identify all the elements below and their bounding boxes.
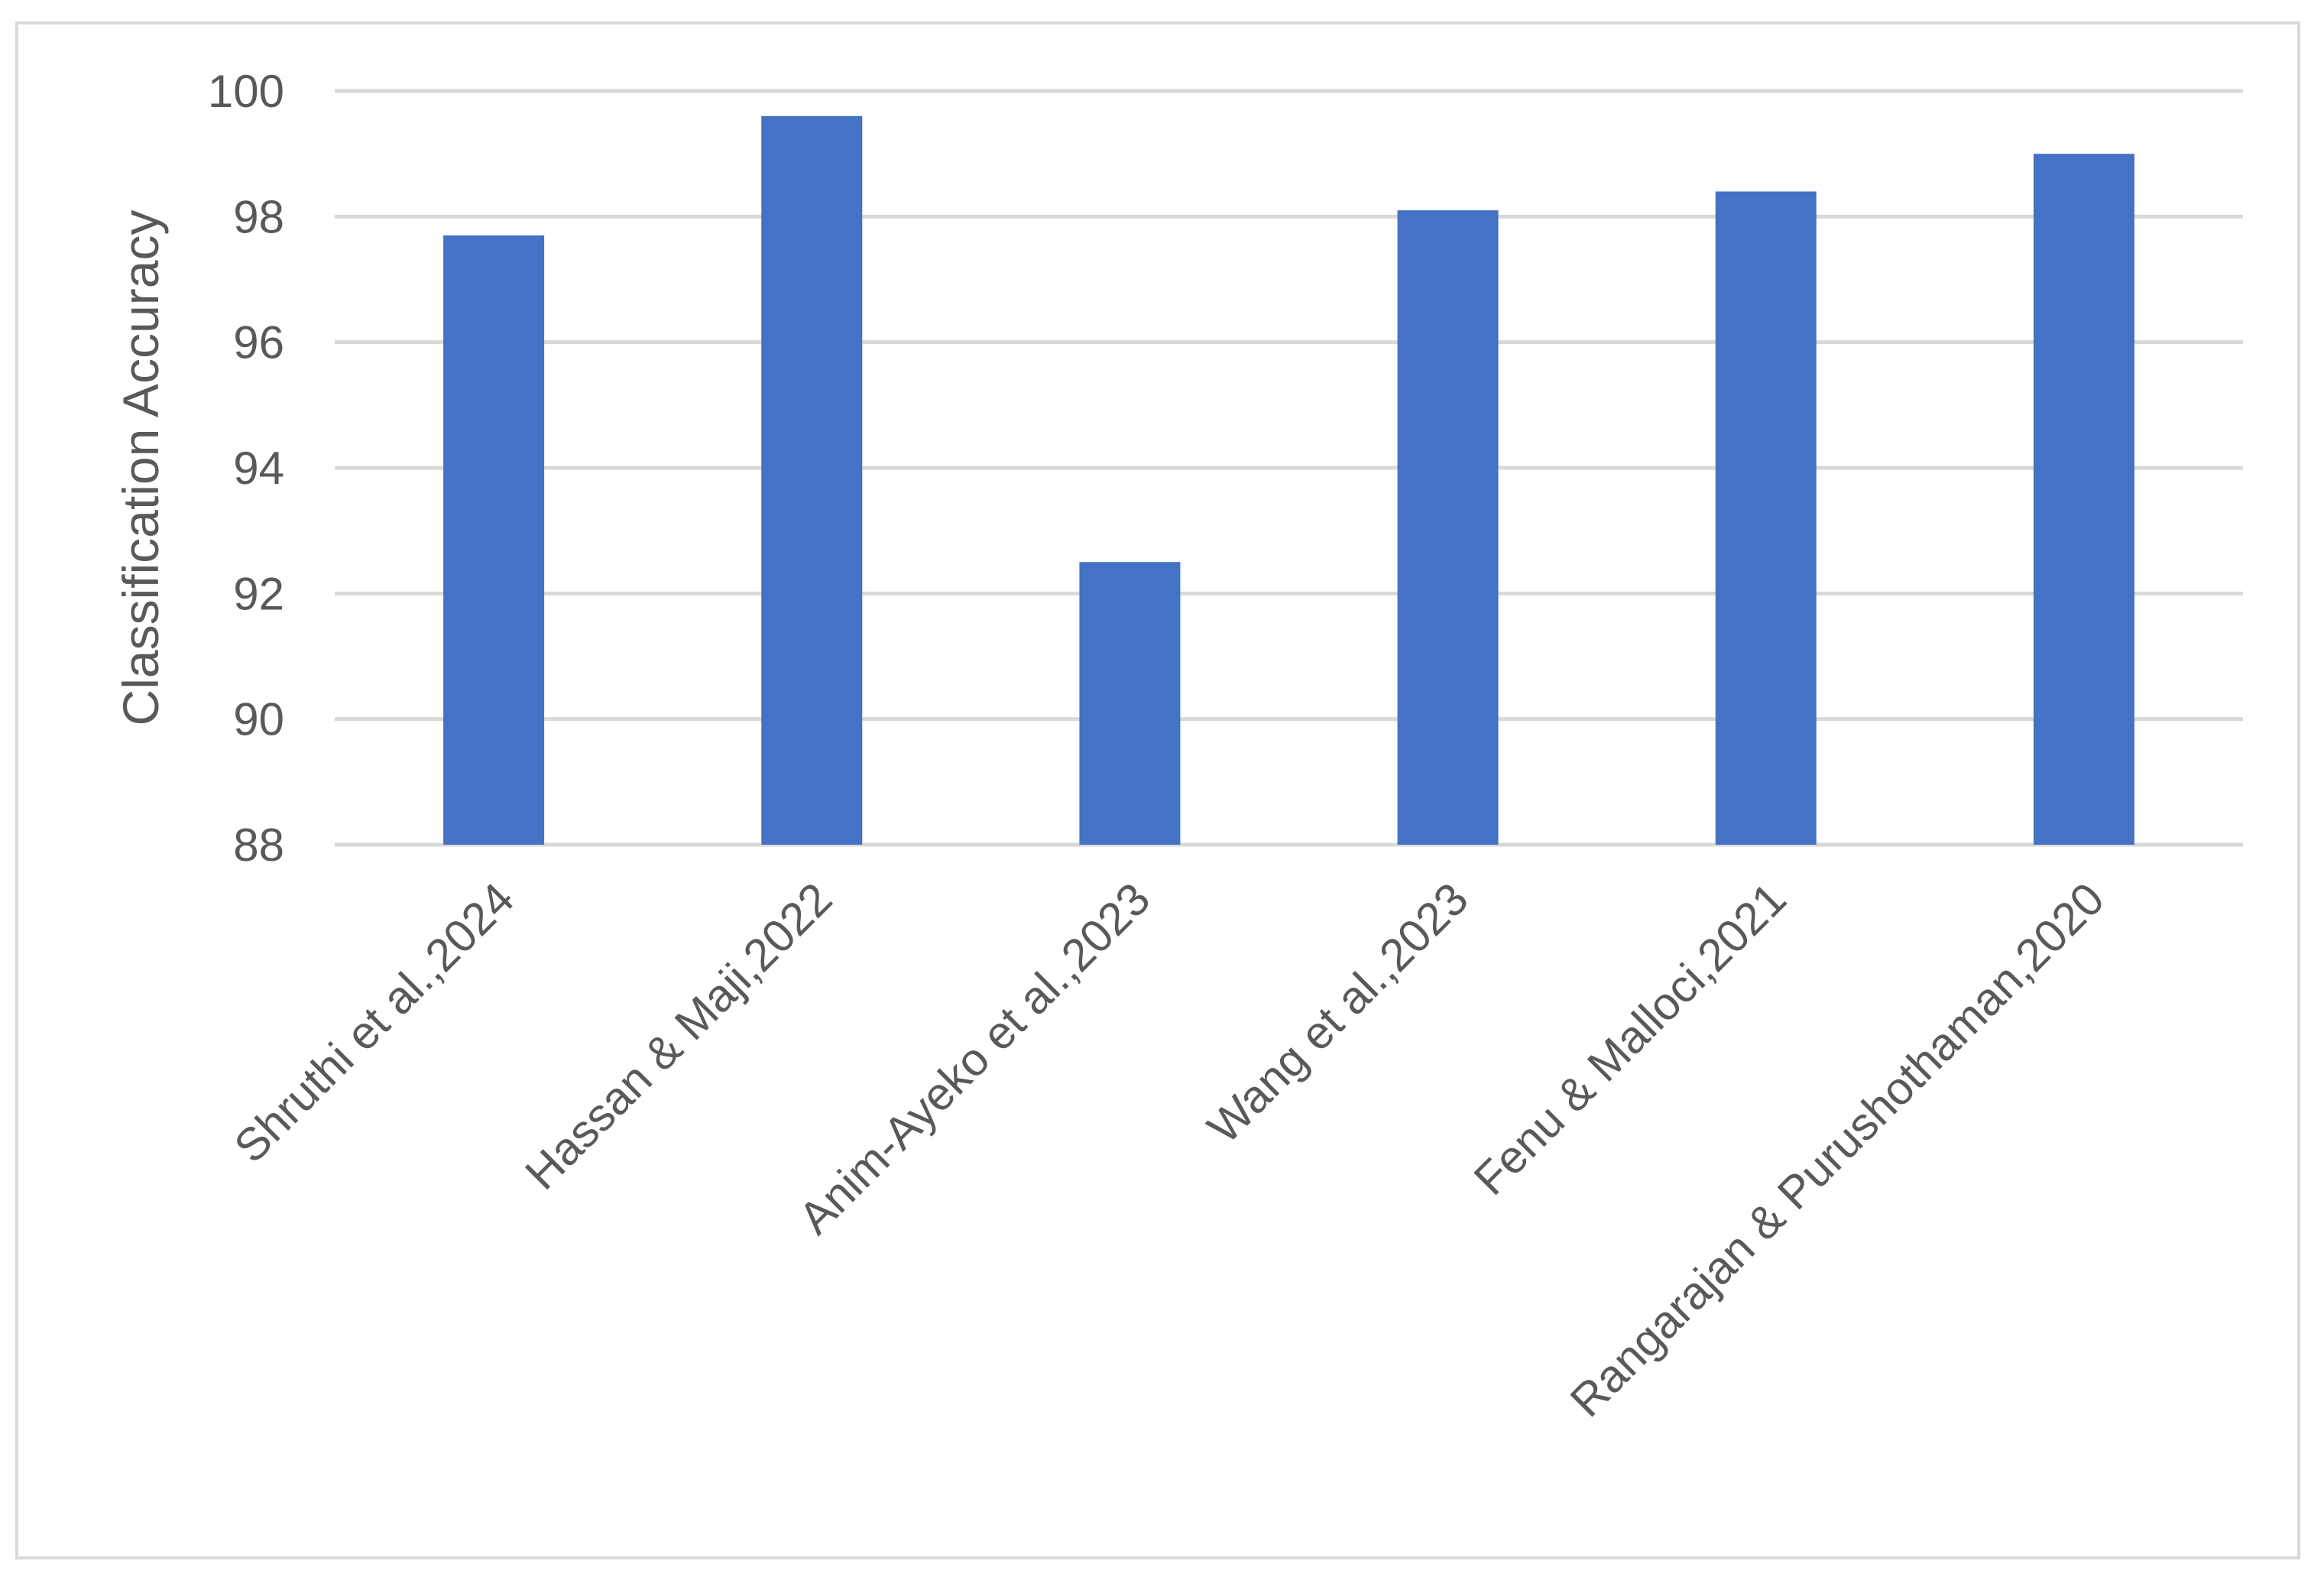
y-tick-label: 94 bbox=[233, 443, 284, 494]
x-category-label: Wang et al.,2023 bbox=[1198, 873, 1478, 1154]
bar bbox=[1397, 210, 1499, 845]
x-category-label: Shruthi et al.,2024 bbox=[225, 873, 524, 1173]
bar bbox=[1079, 562, 1181, 845]
x-category-label: Hassan & Maji,2022 bbox=[515, 873, 841, 1199]
y-tick-label: 98 bbox=[233, 191, 284, 242]
y-axis-title: Classification Accuracy bbox=[112, 210, 169, 726]
bar bbox=[2033, 154, 2134, 845]
y-tick-label: 96 bbox=[233, 317, 284, 368]
y-axis-ticks: 88 90 92 94 96 98 100 bbox=[208, 66, 284, 871]
gridlines bbox=[335, 89, 2243, 847]
bar bbox=[761, 115, 863, 845]
x-category-label: Anim-Ayeko et al.,2023 bbox=[789, 873, 1159, 1244]
y-tick-label: 90 bbox=[233, 694, 284, 745]
y-tick-label: 100 bbox=[208, 66, 284, 117]
y-tick-label: 88 bbox=[233, 819, 284, 871]
bar bbox=[1715, 191, 1817, 845]
x-category-label: Rangarajan & Purushothaman,2020 bbox=[1561, 873, 2114, 1426]
bar bbox=[443, 235, 545, 845]
x-category-label: Fenu & Malloci,2021 bbox=[1464, 873, 1796, 1205]
bars bbox=[443, 115, 2134, 845]
y-tick-label: 92 bbox=[233, 568, 284, 619]
